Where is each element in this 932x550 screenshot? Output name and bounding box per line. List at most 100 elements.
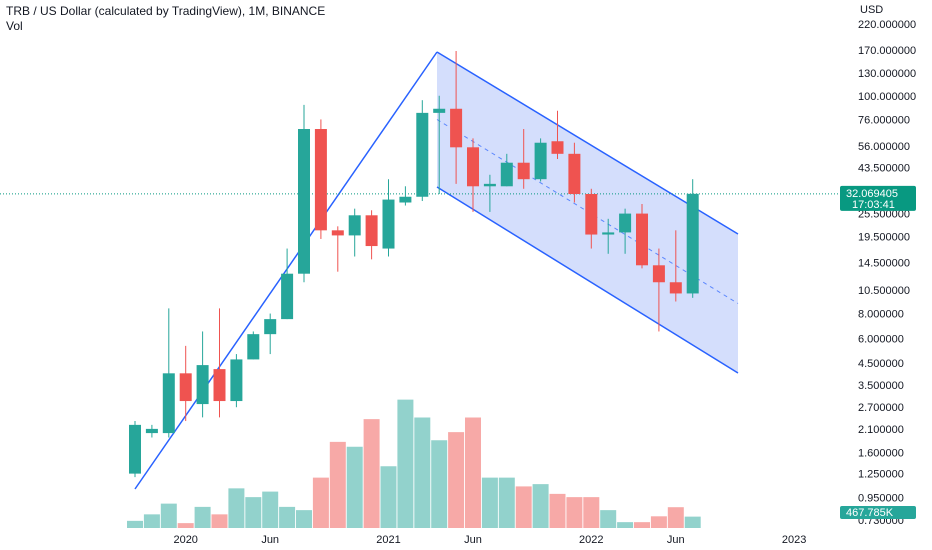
candle-body: [551, 141, 564, 154]
volume-bar: [532, 484, 549, 528]
price-tick-label: 6.000000: [858, 333, 904, 345]
price-tick-label: 130.000000: [858, 68, 916, 80]
candle: [230, 354, 243, 408]
price-tick-label: 170.000000: [858, 45, 916, 57]
candle-layer: [129, 51, 699, 478]
candle: [365, 210, 378, 260]
candle-body: [602, 232, 615, 235]
volume-bar: [312, 477, 329, 528]
candle-body: [213, 369, 226, 402]
time-tick-label: 2023: [782, 534, 806, 546]
volume-bar: [684, 516, 701, 528]
candle-body: [467, 147, 479, 187]
currency-label: USD: [860, 4, 883, 16]
candle: [179, 345, 192, 422]
candle: [162, 308, 175, 438]
volume-bar: [634, 522, 650, 528]
candle-body: [264, 319, 277, 335]
candle: [298, 104, 310, 283]
candle: [585, 188, 598, 249]
price-tick-label: 43.500000: [858, 163, 910, 175]
volume-bar: [194, 506, 211, 528]
candle-body: [247, 334, 260, 360]
candle-body: [534, 142, 547, 180]
price-tick-label: 0.950000: [858, 492, 904, 504]
symbol-title: TRB / US Dollar (calculated by TradingVi…: [6, 4, 326, 18]
candle: [483, 174, 496, 212]
volume-value-badge: [840, 506, 916, 519]
candle: [247, 331, 260, 360]
price-tick-label: 2.700000: [858, 402, 904, 414]
candle-body: [298, 129, 310, 274]
volume-bar: [262, 491, 279, 528]
volume-bar: [329, 441, 346, 528]
price-tick-label: 76.000000: [858, 114, 910, 126]
candle-body: [450, 108, 463, 148]
candle: [467, 138, 479, 212]
candle-body: [517, 162, 530, 180]
candle-body: [179, 373, 192, 402]
price-tick-label: 100.000000: [858, 91, 916, 103]
axis-layer: USD 220.000000 170.000000 130.000000 100.000…: [173, 0, 932, 550]
candle-body: [145, 428, 158, 434]
last-price-badge: [840, 185, 916, 211]
price-tick-label: 1.600000: [858, 447, 904, 459]
chart-legend: TRB / US Dollar (calculated by TradingVi…: [6, 4, 325, 34]
candle-body: [619, 213, 632, 233]
time-tick-label: 2022: [579, 534, 603, 546]
countdown-label: 17:03:41: [852, 199, 895, 211]
candle-body: [686, 193, 699, 294]
candle: [619, 208, 632, 254]
candle: [314, 119, 327, 239]
volume-bar: [650, 516, 667, 528]
price-tick-label: 19.500000: [858, 232, 910, 244]
candle: [331, 226, 344, 272]
price-tick-label: 10.500000: [858, 285, 910, 297]
volume-bar: [397, 399, 414, 528]
time-tick-label: 2021: [376, 534, 400, 546]
candle: [551, 110, 564, 160]
candle-body: [314, 129, 327, 231]
candle-body: [365, 215, 378, 247]
volume-layer: [127, 399, 701, 528]
candle: [399, 186, 412, 206]
candle-body: [382, 199, 395, 249]
volume-legend-label: Vol: [6, 19, 23, 33]
volume-bar: [414, 417, 431, 528]
time-tick-label: Jun: [464, 534, 482, 546]
price-tick-label: 25.500000: [858, 209, 910, 221]
candle: [433, 95, 446, 195]
volume-bar: [498, 477, 515, 528]
candle: [196, 331, 209, 418]
candle-body: [585, 194, 598, 235]
price-tick-label: 1.250000: [858, 469, 904, 481]
candle: [500, 153, 513, 187]
volume-bar: [143, 514, 160, 528]
candle: [416, 100, 429, 202]
time-tick-label: Jun: [261, 534, 279, 546]
volume-bar: [363, 419, 380, 528]
candle: [568, 142, 581, 203]
price-tick-label: 3.500000: [858, 380, 904, 392]
candle: [348, 208, 361, 257]
candle-body: [636, 213, 648, 266]
candle: [281, 248, 294, 320]
candle: [669, 230, 682, 302]
candle: [534, 138, 547, 182]
volume-bar: [465, 417, 481, 528]
candle-body: [196, 365, 209, 405]
price-tick-label: 4.500000: [858, 358, 904, 370]
price-tick-label: 14.500000: [858, 257, 910, 269]
candle-body: [483, 183, 496, 187]
time-tick-label: Jun: [667, 534, 685, 546]
volume-bar: [549, 493, 566, 528]
volume-bar: [228, 488, 245, 528]
price-tick-label: 56.000000: [858, 141, 910, 153]
volume-value-label: 467.785K: [846, 507, 894, 519]
candle: [686, 179, 699, 298]
volume-bar: [127, 520, 143, 528]
volume-bar: [279, 506, 296, 528]
candle-body: [399, 196, 412, 203]
volume-bar: [380, 466, 397, 528]
